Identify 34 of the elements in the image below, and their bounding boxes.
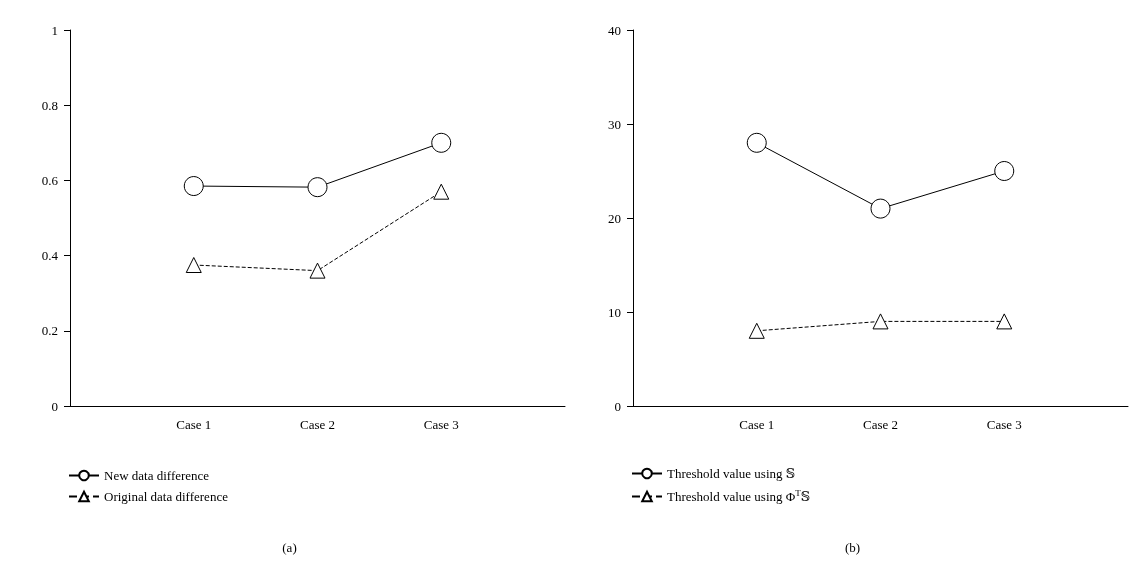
point <box>994 161 1015 181</box>
point <box>309 262 326 279</box>
x-tick-label: Case 2 <box>862 417 899 432</box>
point <box>185 257 202 273</box>
x-tick-label: Case 1 <box>739 417 775 432</box>
point <box>433 183 450 200</box>
legend-label: New data difference <box>104 468 210 483</box>
y-tick-label: 30 <box>608 116 621 132</box>
point <box>748 322 765 339</box>
y-tick-label: 0 <box>614 398 621 414</box>
y-tick-label: 0.8 <box>41 97 58 113</box>
x-tick-label: Case 3 <box>423 417 459 432</box>
text: (a) <box>282 540 297 555</box>
point <box>183 176 204 197</box>
x-tick-label: Case 1 <box>176 417 212 432</box>
x-tick-label: Case 3 <box>986 417 1022 432</box>
legend-label: Threshold value using 𝕊 <box>667 466 796 481</box>
y-tick-label: 40 <box>608 22 621 38</box>
y-tick-label: 0 <box>51 398 58 414</box>
point <box>431 132 452 153</box>
point <box>996 313 1013 330</box>
y-tick-label: 10 <box>608 304 621 320</box>
point <box>870 198 891 219</box>
text: (b) <box>844 540 861 555</box>
point <box>746 132 767 153</box>
y-tick-label: 0.4 <box>41 248 59 264</box>
y-tick-label: 0.6 <box>41 172 59 188</box>
point <box>872 313 889 330</box>
point <box>307 177 328 198</box>
y-tick-label: 1 <box>51 22 58 38</box>
y-tick-label: 0.2 <box>41 323 58 339</box>
y-tick-label: 20 <box>608 210 621 226</box>
legend-label: Original data difference <box>104 489 229 504</box>
x-tick-label: Case 2 <box>299 417 336 432</box>
